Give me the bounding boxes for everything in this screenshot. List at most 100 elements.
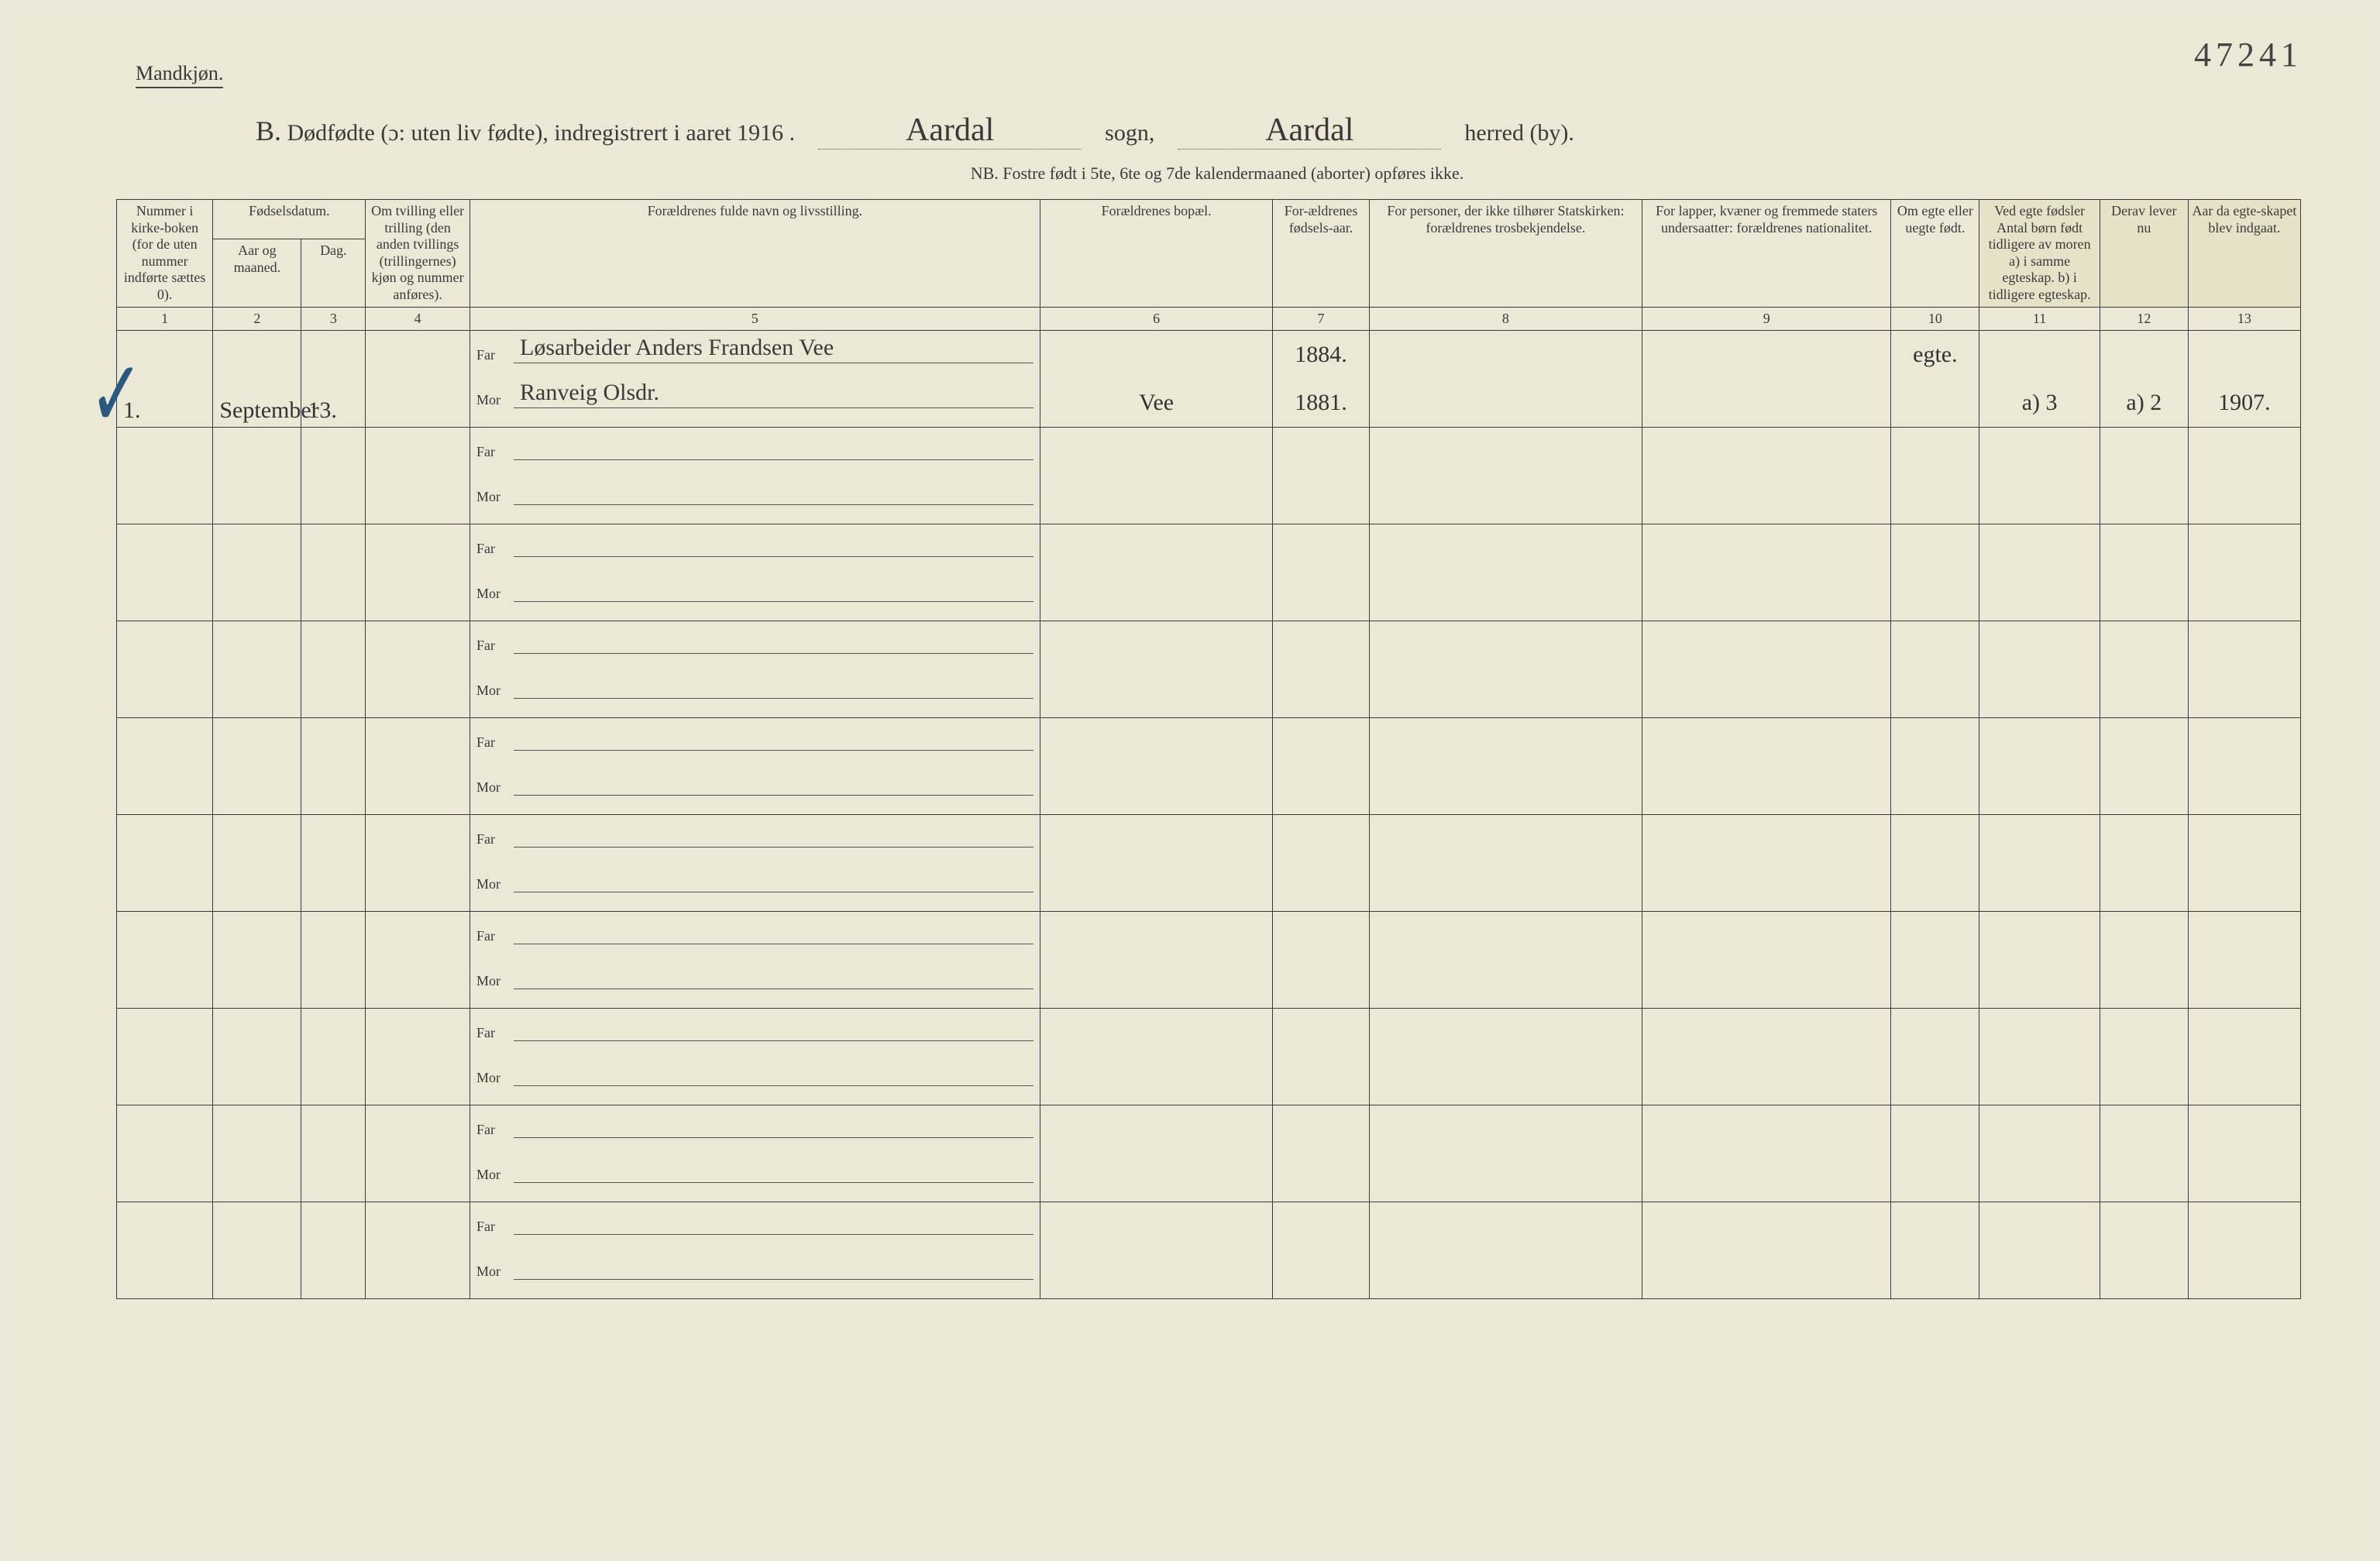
parents-names: FarMor: [470, 524, 1040, 621]
col-header-3: Dag.: [301, 239, 366, 307]
checkmark-annotation: ✓: [89, 341, 143, 449]
marriage-year: [2188, 621, 2300, 718]
nationality: [1642, 815, 1891, 912]
gender-heading: Mandkjøn.: [136, 62, 223, 88]
parent-label-far: Far: [476, 638, 514, 654]
parents-birthyears: [1273, 718, 1369, 815]
col-header-2: Aar og maaned.: [213, 239, 301, 307]
parents-names: FarMor: [470, 1105, 1040, 1202]
prev-children-alive: [2100, 1009, 2188, 1105]
nationality: [1642, 428, 1891, 524]
parent-label-far: Far: [476, 347, 514, 363]
table-row: Far Mor: [117, 621, 2301, 718]
parent-label-far: Far: [476, 1025, 514, 1041]
col-header-2-group: Fødselsdatum.: [213, 200, 366, 239]
title-line: B. Dødfødte (ɔ: uten liv fødte), indregi…: [256, 112, 2318, 150]
religion: [1369, 912, 1642, 1009]
prev-children-alive: [2100, 718, 2188, 815]
parent-name-mor: [514, 890, 1034, 892]
parent-name-far: Løsarbeider Anders Frandsen Vee: [514, 335, 1034, 363]
parents-birthyears: [1273, 815, 1369, 912]
entry-month: September: [213, 331, 301, 428]
entry-month: [213, 524, 301, 621]
legitimacy-far: egte.: [1913, 342, 1957, 368]
nationality: [1642, 524, 1891, 621]
table-row: FarMor: [117, 912, 2301, 1009]
religion: [1369, 815, 1642, 912]
marriage-year: [2188, 1105, 2300, 1202]
parents-birthyears: [1273, 428, 1369, 524]
col-header-13-patch: Aar da egte-skapet blev indgaat.: [2188, 200, 2300, 308]
parents-names: FarMor: [470, 815, 1040, 912]
entry-twin: [366, 428, 470, 524]
entry-day: [301, 1009, 366, 1105]
marriage-year: [2188, 815, 2300, 912]
register-table: Nummer i kirke-boken (for de uten nummer…: [116, 199, 2301, 1299]
table-row: Far Mor: [117, 1009, 2301, 1105]
colnum-10: 10: [1891, 307, 1979, 331]
prev-children-alive-mor: a) 2: [2126, 390, 2162, 416]
entry-twin: [366, 1105, 470, 1202]
parents-birthyears: [1273, 1009, 1369, 1105]
entry-twin: [366, 1009, 470, 1105]
parent-label-far: Far: [476, 541, 514, 557]
parents-birthyears: [1273, 912, 1369, 1009]
parents-names: FarLøsarbeider Anders Frandsen VeeMorRan…: [470, 331, 1040, 428]
prev-children-alive: [2100, 621, 2188, 718]
table-row: FarMor: [117, 1202, 2301, 1299]
parent-label-mor: Mor: [476, 1070, 514, 1086]
religion: [1369, 1009, 1642, 1105]
parent-label-mor: Mor: [476, 779, 514, 796]
legitimacy: [1891, 524, 1979, 621]
prev-children-count: [1979, 1105, 2100, 1202]
marriage-year: 1907.: [2188, 331, 2300, 428]
parent-name-far: [514, 1039, 1034, 1041]
nationality: [1642, 621, 1891, 718]
herred-handwritten: Aardal: [1178, 112, 1441, 150]
legitimacy: [1891, 1105, 1979, 1202]
religion: [1369, 524, 1642, 621]
prev-children-count: [1979, 1202, 2100, 1299]
legitimacy: [1891, 428, 1979, 524]
entry-twin: [366, 621, 470, 718]
table-row: Far Mor: [117, 718, 2301, 815]
marriage-year: [2188, 718, 2300, 815]
prev-children-alive: [2100, 1105, 2188, 1202]
parent-name-mor: [514, 696, 1034, 699]
prev-children-count: a) 3: [1979, 331, 2100, 428]
parent-name-far: [514, 845, 1034, 848]
parent-name-far: [514, 942, 1034, 944]
parent-name-mor: [514, 503, 1034, 505]
entry-month: [213, 1009, 301, 1105]
entry-day: [301, 621, 366, 718]
parents-birthyears: [1273, 524, 1369, 621]
parent-label-mor: Mor: [476, 392, 514, 408]
legitimacy: [1891, 1009, 1979, 1105]
entry-number: [117, 1009, 213, 1105]
prev-children-alive: [2100, 1202, 2188, 1299]
parent-label-mor: Mor: [476, 876, 514, 892]
entry-number: [117, 718, 213, 815]
entry-number: [117, 815, 213, 912]
parent-name-far: [514, 458, 1034, 460]
prev-children-count: [1979, 815, 2100, 912]
parent-label-far: Far: [476, 734, 514, 751]
parents-residence: [1040, 428, 1273, 524]
table-row: FarMor: [117, 524, 2301, 621]
colnum-1: 1: [117, 307, 213, 331]
parent-name-far: [514, 748, 1034, 751]
marriage-year: [2188, 524, 2300, 621]
parent-label-mor: Mor: [476, 1264, 514, 1280]
parent-label-far: Far: [476, 444, 514, 460]
parent-label-mor: Mor: [476, 683, 514, 699]
entry-month-value: September: [219, 397, 318, 423]
entry-month: [213, 718, 301, 815]
col-header-12-patch: Derav lever nu: [2100, 200, 2188, 308]
colnum-6: 6: [1040, 307, 1273, 331]
sogn-handwritten: Aardal: [818, 112, 1082, 150]
parents-birthyears: [1273, 1202, 1369, 1299]
religion: [1369, 718, 1642, 815]
parents-names: FarMor: [470, 428, 1040, 524]
title-year-suffix: 6 .: [772, 120, 795, 146]
parents-residence: [1040, 1202, 1273, 1299]
